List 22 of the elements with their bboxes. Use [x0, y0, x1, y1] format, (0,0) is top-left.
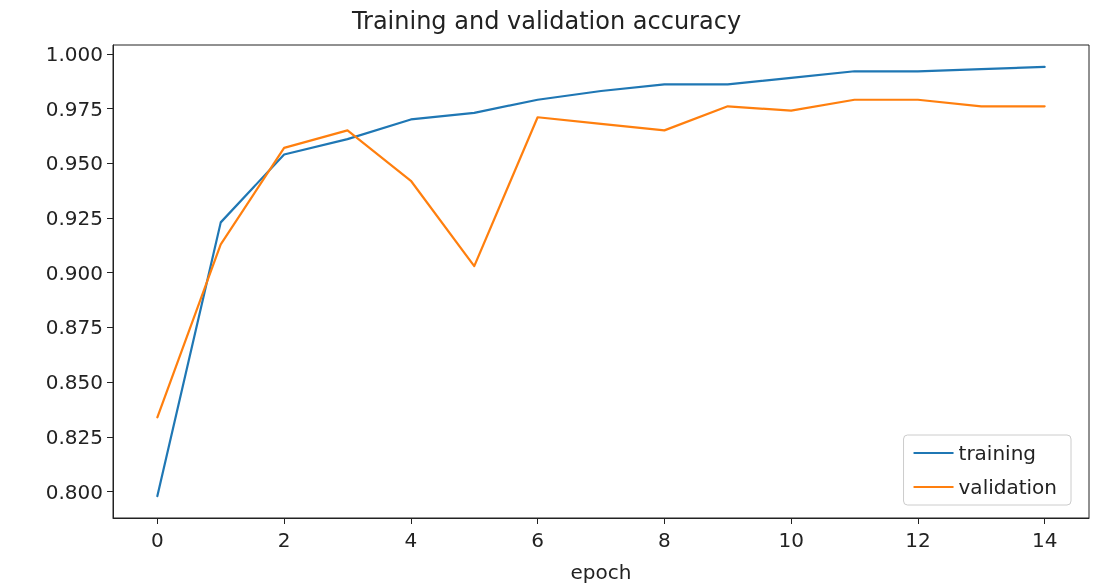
x-tick-label: 10 [778, 528, 804, 552]
x-tick-label: 0 [151, 528, 164, 552]
y-tick-label: 0.850 [45, 370, 103, 395]
y-tick-label: 0.925 [45, 206, 103, 230]
chart-title: Training and validation accuracy [350, 7, 742, 35]
line-series [156, 98, 1046, 419]
y-tick-label: 0.900 [45, 260, 103, 285]
legend-label: training [958, 441, 1037, 465]
y-tick-label: 0.825 [45, 424, 103, 449]
y-tick-label: 0.975 [45, 96, 103, 121]
y-tick-label: 1.000 [45, 41, 103, 66]
x-tick-label: 2 [277, 528, 291, 552]
x-tick-label: 4 [404, 528, 418, 552]
x-tick-label: 12 [905, 528, 931, 552]
x-axis-title: epoch [570, 560, 632, 584]
x-tick-label: 14 [1031, 528, 1058, 552]
x-tick-label: 8 [658, 528, 671, 552]
y-tick-label: 0.800 [45, 479, 103, 504]
x-tick-label: 6 [531, 528, 544, 552]
y-tick-label: 0.950 [45, 151, 103, 176]
y-tick-label: 0.875 [45, 315, 103, 340]
legend-label: validation [958, 475, 1057, 499]
